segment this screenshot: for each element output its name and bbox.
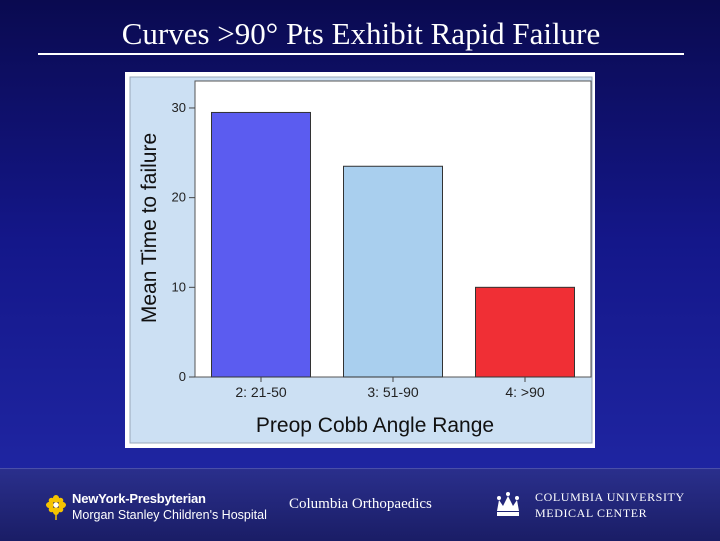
x-tick-label: 3: 51-90 [367, 384, 419, 400]
flower-icon [46, 495, 66, 520]
crown-icon [497, 492, 519, 516]
x-tick-label: 2: 21-50 [235, 384, 287, 400]
bar-1 [211, 111, 311, 378]
y-tick-label: 10 [172, 279, 186, 294]
columbia-orthopaedics-label: Columbia Orthopaedics [289, 496, 432, 512]
bar-2 [343, 165, 443, 378]
cumc-logo: Columbia University Medical Center [493, 489, 685, 521]
y-tick-label: 30 [172, 100, 186, 115]
chart-svg: 0 10 20 30 2: 21-50 3: 51-90 4: >90 Preop Cobb … [129, 76, 593, 444]
y-tick-label: 20 [172, 190, 186, 205]
y-axis-title: Mean Time to failure [138, 133, 161, 323]
bar-3 [475, 286, 575, 378]
nyp-subtitle: Morgan Stanley Children's Hospital [72, 508, 267, 522]
nyp-name: NewYork-Presbyterian [72, 491, 206, 506]
nyp-logo: NewYork-Presbyterian Morgan Stanley Chil… [44, 491, 267, 523]
cumc-line-2: Medical Center [535, 506, 648, 520]
x-axis-title: Preop Cobb Angle Range [256, 414, 494, 437]
x-tick-label: 4: >90 [505, 384, 545, 400]
slide-title: Curves >90° Pts Exhibit Rapid Failure [38, 16, 684, 55]
bar-chart: 0 10 20 30 2: 21-50 3: 51-90 4: >90 Preop Cobb … [125, 72, 595, 448]
y-tick-label: 0 [179, 369, 186, 384]
cumc-line-1: Columbia University [535, 490, 685, 504]
footer-bar: NewYork-Presbyterian Morgan Stanley Chil… [0, 468, 720, 541]
